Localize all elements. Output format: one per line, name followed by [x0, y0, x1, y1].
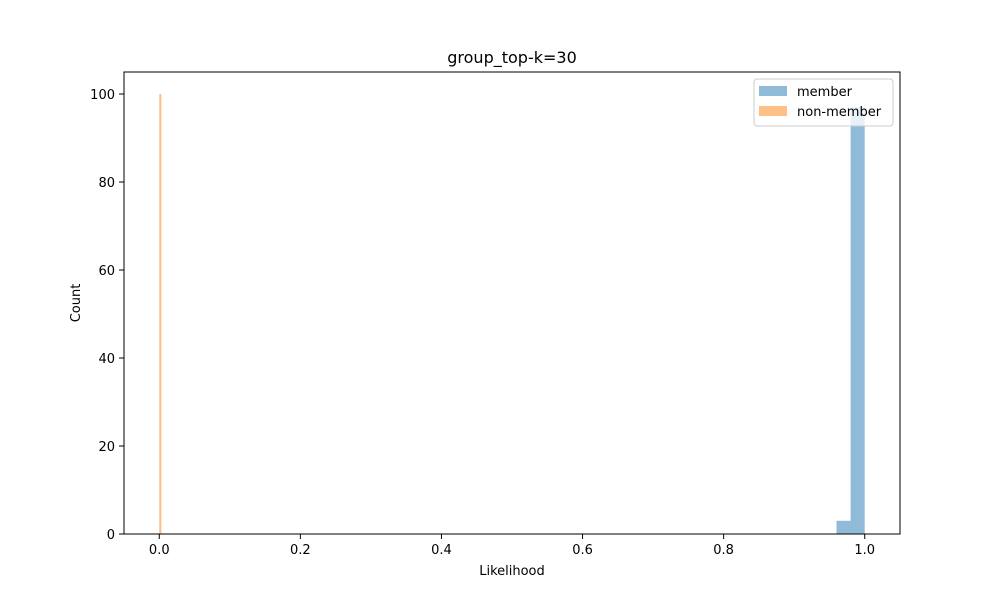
- y-tick-label: 0: [107, 528, 115, 543]
- y-tick-label: 40: [98, 352, 115, 367]
- legend-swatch-member: [759, 86, 787, 96]
- x-tick-label: 0.4: [431, 543, 452, 558]
- y-axis-label: Count: [69, 284, 84, 323]
- plot-frame: [123, 71, 901, 535]
- x-tick-label: 0.6: [572, 543, 593, 558]
- chart-title: group_top-k=30: [447, 48, 577, 68]
- legend-label-non-member: non-member: [797, 105, 882, 120]
- y-tick-label: 20: [98, 440, 115, 455]
- y-tick-label: 60: [98, 264, 115, 279]
- legend-label-member: member: [797, 85, 853, 100]
- bar-member-1: [850, 107, 865, 534]
- bars-layer: [159, 94, 865, 534]
- x-axis-label: Likelihood: [479, 564, 545, 579]
- y-tick-label: 100: [90, 88, 115, 103]
- bar-non-member-0: [159, 94, 162, 534]
- x-tick-label: 0.8: [713, 543, 734, 558]
- y-tick-label: 80: [98, 176, 115, 191]
- x-axis-ticks: 0.0 0.2 0.4 0.6 0.8 1.0: [149, 534, 875, 558]
- y-axis-ticks: 0 20 40 60 80 100: [90, 88, 124, 543]
- legend: member non-member: [753, 78, 894, 127]
- legend-box: [753, 78, 894, 127]
- x-tick-label: 0.0: [149, 543, 170, 558]
- x-tick-label: 0.2: [290, 543, 311, 558]
- legend-swatch-non-member: [759, 106, 787, 116]
- bar-member-0: [836, 520, 851, 534]
- x-tick-label: 1.0: [854, 543, 875, 558]
